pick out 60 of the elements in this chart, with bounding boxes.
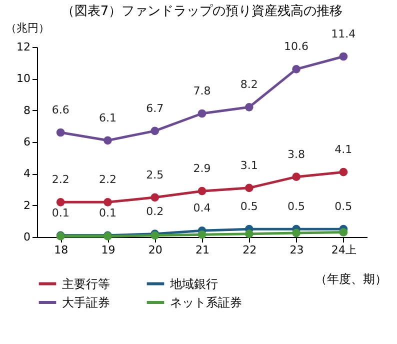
x-tick-label: 23 (290, 244, 304, 256)
data-label: 0.5 (334, 200, 352, 214)
data-label: 2.2 (98, 173, 116, 186)
point (56, 128, 65, 137)
point (292, 64, 300, 74)
legend-label: 大手証券 (62, 296, 110, 310)
y-tick-label: 4 (24, 167, 30, 180)
legend-label: 主要行等 (62, 276, 110, 291)
x-tick-label: 18 (54, 244, 68, 256)
y-tick-label: 0 (24, 230, 30, 244)
point (244, 230, 254, 238)
point (198, 186, 206, 196)
point (198, 230, 206, 239)
x-tick-label: 19 (101, 244, 116, 256)
data-label: 0.1 (52, 206, 70, 220)
point (339, 52, 348, 61)
data-label: 2.2 (52, 173, 70, 186)
data-label: 10.6 (284, 40, 309, 54)
x-tick-label: 22 (242, 244, 257, 256)
data-label: 0.1 (98, 206, 116, 220)
x-tick-label: 24上 (331, 244, 356, 256)
data-label: 6.7 (146, 102, 164, 115)
point (104, 198, 112, 206)
point (56, 198, 65, 206)
data-label: 3.1 (240, 158, 258, 172)
y-tick-label: 6 (24, 136, 30, 148)
data-label: 4.1 (334, 143, 352, 156)
legend-label: ネット系証券 (170, 296, 242, 310)
data-label: 7.8 (193, 84, 211, 98)
data-label: 8.2 (240, 78, 258, 92)
y-tick-label: 2 (24, 198, 30, 212)
data-label: 0.4 (193, 202, 211, 215)
point (198, 109, 206, 118)
point (104, 136, 112, 145)
data-label: 0.5 (288, 200, 306, 214)
x-tick-label: 20 (148, 244, 162, 256)
x-axis-title: （年度、期） (315, 272, 387, 286)
point (339, 228, 348, 236)
data-label: 0.5 (240, 200, 258, 214)
point (244, 102, 254, 112)
x-tick-label: 21 (196, 244, 210, 256)
data-label: 6.1 (98, 111, 116, 124)
point (292, 228, 300, 238)
point (150, 193, 160, 202)
data-label: 11.4 (331, 28, 356, 40)
data-label: 3.8 (288, 148, 306, 161)
data-label: 2.5 (146, 168, 164, 182)
y-axis-title: （兆円） (6, 22, 50, 34)
data-label: 2.9 (193, 162, 211, 176)
point (292, 172, 300, 182)
data-label: 6.6 (52, 104, 70, 116)
legend-label: 地域銀行 (169, 276, 218, 291)
point (339, 168, 348, 176)
y-tick-label: 8 (24, 104, 30, 117)
point (150, 126, 160, 136)
y-tick-label: 10 (16, 72, 30, 86)
data-label: 0.2 (146, 204, 164, 218)
point (244, 184, 254, 192)
chart-title: （図表7）ファンドラップの預り資産残高の推移 (61, 3, 343, 19)
y-tick-label: 12 (16, 40, 30, 54)
